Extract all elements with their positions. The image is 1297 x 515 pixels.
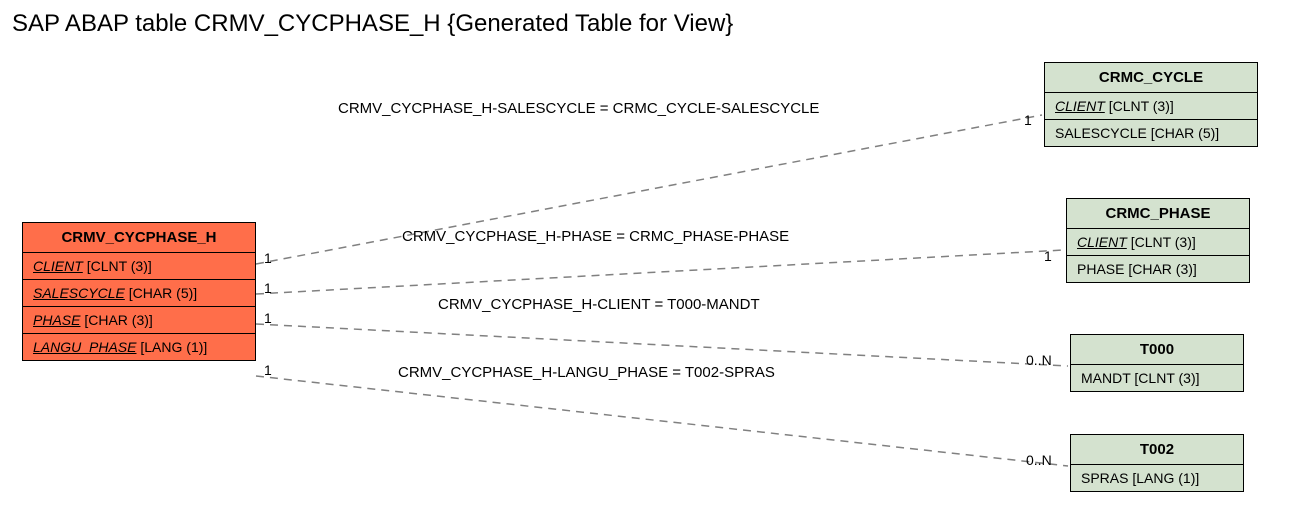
ref-0-field-1: SALESCYCLE [CHAR (5)] [1045,120,1257,146]
main-field-1-type: [CHAR (5)] [129,285,197,301]
ref-1-header: CRMC_PHASE [1067,199,1249,229]
main-field-2: PHASE [CHAR (3)] [23,307,255,334]
main-field-0: CLIENT [CLNT (3)] [23,253,255,280]
ref-0-field-1-name: SALESCYCLE [1055,125,1147,141]
ref-0-header: CRMC_CYCLE [1045,63,1257,93]
ref-entity-1: CRMC_PHASE CLIENT [CLNT (3)] PHASE [CHAR… [1066,198,1250,283]
ref-entity-3: T002 SPRAS [LANG (1)] [1070,434,1244,492]
ref-0-field-0-type: [CLNT (3)] [1109,98,1174,114]
ref-1-field-1: PHASE [CHAR (3)] [1067,256,1249,282]
page-title: SAP ABAP table CRMV_CYCPHASE_H {Generate… [12,10,733,38]
right-card-3: 0..N [1026,452,1052,468]
ref-2-field-0: MANDT [CLNT (3)] [1071,365,1243,391]
ref-0-field-0-name: CLIENT [1055,98,1105,114]
main-field-3: LANGU_PHASE [LANG (1)] [23,334,255,360]
left-card-0: 1 [264,250,272,266]
relation-label-1: CRMV_CYCPHASE_H-PHASE = CRMC_PHASE-PHASE [402,228,789,245]
ref-1-field-0-name: CLIENT [1077,234,1127,250]
main-field-3-type: [LANG (1)] [140,339,207,355]
ref-entity-2: T000 MANDT [CLNT (3)] [1070,334,1244,392]
ref-1-field-1-name: PHASE [1077,261,1124,277]
main-field-2-type: [CHAR (3)] [84,312,152,328]
right-card-0: 1 [1024,112,1032,128]
rel-line-1 [256,250,1064,294]
ref-3-header: T002 [1071,435,1243,465]
ref-3-field-0-type: [LANG (1)] [1132,470,1199,486]
ref-1-field-0-type: [CLNT (3)] [1131,234,1196,250]
main-field-0-type: [CLNT (3)] [87,258,152,274]
main-field-2-name: PHASE [33,312,80,328]
ref-0-field-0: CLIENT [CLNT (3)] [1045,93,1257,120]
main-field-0-name: CLIENT [33,258,83,274]
main-field-1: SALESCYCLE [CHAR (5)] [23,280,255,307]
main-field-3-name: LANGU_PHASE [33,339,136,355]
ref-entity-0: CRMC_CYCLE CLIENT [CLNT (3)] SALESCYCLE … [1044,62,1258,147]
rel-line-3 [256,376,1068,466]
main-entity-header: CRMV_CYCPHASE_H [23,223,255,253]
main-entity: CRMV_CYCPHASE_H CLIENT [CLNT (3)] SALESC… [22,222,256,361]
ref-2-field-0-type: [CLNT (3)] [1134,370,1199,386]
main-field-1-name: SALESCYCLE [33,285,125,301]
left-card-1: 1 [264,280,272,296]
ref-2-field-0-name: MANDT [1081,370,1131,386]
ref-1-field-1-type: [CHAR (3)] [1128,261,1196,277]
ref-0-field-1-type: [CHAR (5)] [1151,125,1219,141]
right-card-1: 1 [1044,248,1052,264]
rel-line-2 [256,324,1068,366]
relation-label-3: CRMV_CYCPHASE_H-LANGU_PHASE = T002-SPRAS [398,364,775,381]
ref-3-field-0-name: SPRAS [1081,470,1128,486]
relation-label-0: CRMV_CYCPHASE_H-SALESCYCLE = CRMC_CYCLE-… [338,100,819,117]
right-card-2: 0..N [1026,352,1052,368]
ref-3-field-0: SPRAS [LANG (1)] [1071,465,1243,491]
relation-label-2: CRMV_CYCPHASE_H-CLIENT = T000-MANDT [438,296,760,313]
left-card-3: 1 [264,362,272,378]
ref-1-field-0: CLIENT [CLNT (3)] [1067,229,1249,256]
ref-2-header: T000 [1071,335,1243,365]
left-card-2: 1 [264,310,272,326]
